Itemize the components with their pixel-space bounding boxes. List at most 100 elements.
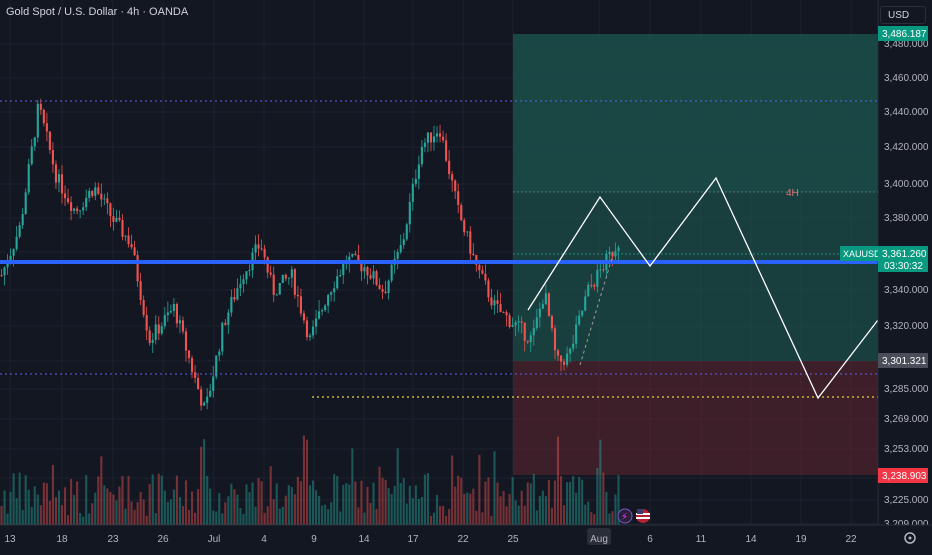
candle-body — [432, 136, 436, 143]
time-tick: 9 — [311, 534, 317, 545]
candle-body — [408, 201, 411, 225]
volume-bar — [429, 515, 433, 525]
volume-bar — [239, 507, 242, 525]
volume-bar — [106, 488, 109, 525]
volume-bar — [475, 510, 478, 525]
time-tick: Jul — [208, 534, 221, 545]
candle-body — [523, 322, 526, 341]
volume-bar — [178, 497, 182, 525]
volume-bar — [230, 483, 233, 525]
price-tick: 3,480.000 — [884, 39, 929, 50]
volume-bar — [296, 476, 299, 525]
volume-bar — [553, 480, 557, 525]
volume-bar — [496, 482, 499, 525]
candle-body — [39, 103, 42, 110]
volume-bar — [605, 491, 608, 525]
volume-bar — [36, 494, 39, 525]
candle-body — [318, 311, 321, 319]
volume-bar — [73, 495, 76, 525]
candle-body — [100, 193, 103, 200]
volume-bar — [82, 516, 85, 525]
volume-bar — [299, 481, 302, 525]
time-tick: 25 — [507, 534, 519, 545]
target-badge — [878, 26, 928, 41]
volume-bar — [169, 499, 172, 525]
volume-bar — [556, 436, 560, 525]
volume-bar — [390, 494, 393, 525]
volume-bar — [51, 464, 54, 525]
candle-body — [263, 248, 266, 258]
candle-body — [269, 272, 272, 275]
volume-bar — [121, 476, 124, 525]
volume-bar — [387, 488, 390, 525]
lightning-icon[interactable]: ⚡ — [617, 508, 633, 524]
candle-body — [118, 217, 121, 221]
volume-bar — [160, 475, 163, 525]
volume-bar — [617, 475, 620, 525]
volume-bar — [127, 476, 130, 525]
candle-body — [469, 231, 472, 254]
volume-bar — [175, 475, 178, 525]
candle-body — [239, 284, 242, 289]
candle-body — [390, 264, 393, 281]
candle-body — [284, 274, 287, 279]
volume-bar — [469, 493, 472, 525]
countdown-text: 03:30:32 — [884, 261, 923, 272]
volume-bar — [94, 492, 97, 525]
candle-body — [257, 244, 260, 249]
volume-bar — [454, 486, 457, 525]
volume-bar — [63, 487, 67, 525]
candle-body — [136, 255, 139, 282]
volume-bar — [526, 482, 529, 525]
candle-body — [369, 275, 372, 279]
volume-bar — [348, 484, 351, 525]
candle-body — [30, 146, 33, 165]
candle-body — [109, 203, 112, 217]
svg-text:⚡: ⚡ — [621, 512, 628, 523]
candle-body — [360, 261, 363, 272]
currency-button[interactable]: USD — [880, 6, 926, 24]
time-tick: 17 — [407, 534, 419, 545]
candle-body — [293, 269, 296, 295]
candle-body — [272, 274, 275, 295]
candle-body — [12, 248, 15, 256]
entry-badge-text: 3,301.321 — [882, 356, 927, 367]
volume-bar — [42, 482, 45, 525]
forecast-path — [527, 176, 879, 400]
candle-body — [514, 322, 517, 326]
candle-body — [18, 225, 21, 237]
volume-bar — [76, 481, 79, 525]
candle-body — [448, 160, 451, 175]
gear-icon[interactable] — [904, 532, 916, 544]
volume-bar — [408, 485, 411, 525]
time-axis[interactable] — [0, 524, 932, 550]
volume-bar — [194, 512, 197, 525]
volume-bar — [511, 477, 514, 525]
candle-body — [314, 318, 318, 327]
volume-bar — [472, 488, 475, 525]
volume-bar — [257, 477, 260, 525]
candle-body — [363, 267, 366, 272]
volume-bar — [399, 483, 402, 525]
volume-bar — [532, 473, 535, 525]
price-badges: 3,486.187 XAUUSD 3,361.260 03:30:32 3,30… — [840, 26, 928, 483]
volume-bars — [0, 435, 620, 525]
volume-bar — [227, 496, 230, 525]
candle-body — [311, 326, 315, 336]
volume-bar — [345, 483, 348, 525]
volume-bar — [435, 495, 439, 525]
candle-body — [396, 252, 399, 259]
price-tick: 3,420.000 — [884, 142, 929, 153]
candle-body — [559, 355, 563, 362]
candle-body — [302, 313, 306, 321]
candle-body — [505, 312, 508, 316]
time-tick: 19 — [795, 534, 807, 545]
candle-body — [478, 264, 481, 271]
volume-bar — [514, 500, 517, 525]
volume-bar — [559, 476, 563, 525]
candle-body — [596, 270, 599, 287]
candle-body — [63, 193, 67, 199]
us-flag-icon[interactable] — [636, 509, 650, 523]
